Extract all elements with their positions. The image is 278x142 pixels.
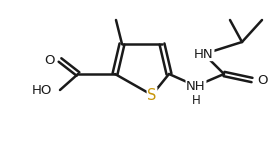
Text: NH: NH [186,80,206,92]
Text: H: H [192,94,200,107]
Text: O: O [257,74,267,86]
Text: O: O [44,54,55,66]
Text: S: S [147,87,157,103]
Text: HO: HO [32,83,52,97]
Text: HN: HN [194,48,214,60]
